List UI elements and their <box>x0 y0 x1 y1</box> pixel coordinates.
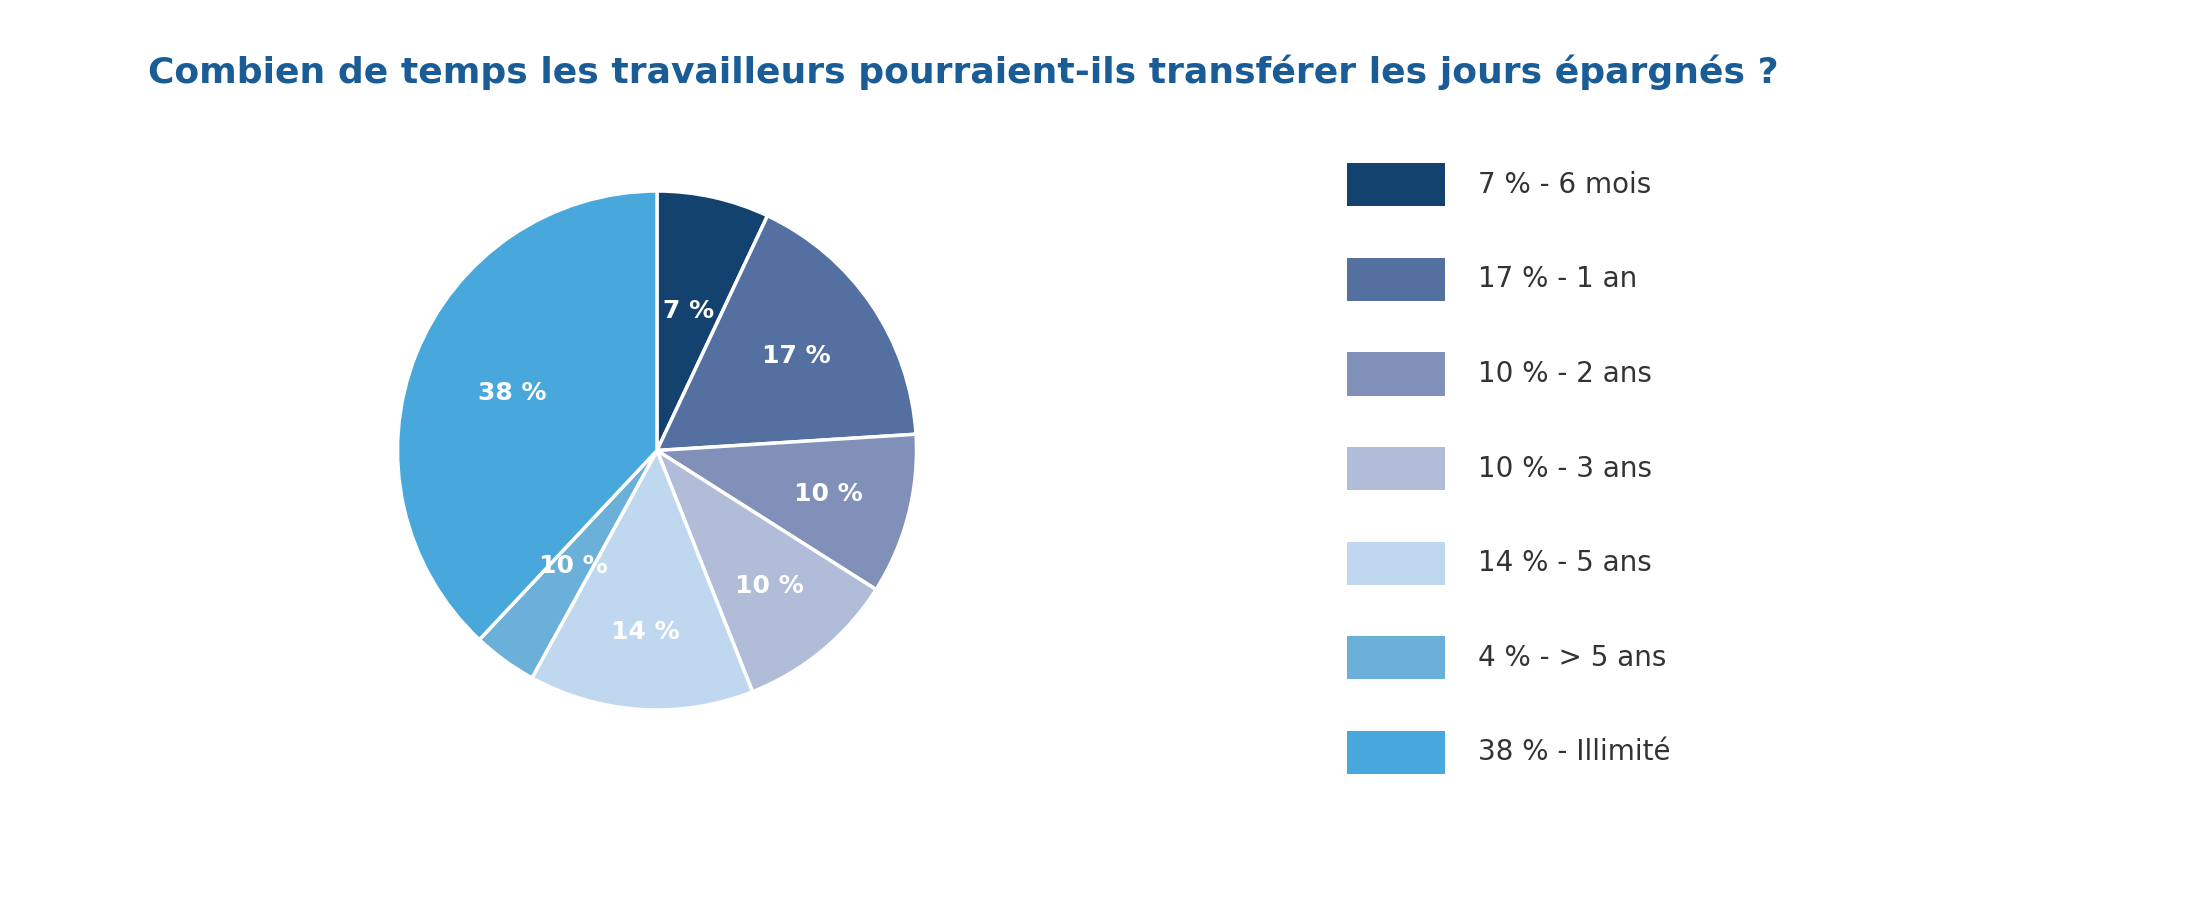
Text: 4 % - > 5 ans: 4 % - > 5 ans <box>1478 643 1667 672</box>
Wedge shape <box>657 450 876 692</box>
Text: 17 % - 1 an: 17 % - 1 an <box>1478 265 1638 294</box>
Text: 10 %: 10 % <box>736 575 804 598</box>
Wedge shape <box>657 215 915 450</box>
Text: 10 %: 10 % <box>793 482 863 506</box>
Text: 10 % - 2 ans: 10 % - 2 ans <box>1478 359 1651 388</box>
Text: 38 % - Illimité: 38 % - Illimité <box>1478 738 1671 767</box>
Wedge shape <box>532 450 753 710</box>
Wedge shape <box>480 450 657 678</box>
Text: 7 %: 7 % <box>664 299 714 323</box>
Wedge shape <box>399 191 657 640</box>
Text: 14 %: 14 % <box>611 620 679 644</box>
Text: 17 %: 17 % <box>762 343 830 368</box>
Text: 38 %: 38 % <box>477 381 548 405</box>
Text: 14 % - 5 ans: 14 % - 5 ans <box>1478 549 1651 578</box>
Text: 10 % - 3 ans: 10 % - 3 ans <box>1478 454 1651 483</box>
Text: 7 % - 6 mois: 7 % - 6 mois <box>1478 170 1651 199</box>
Text: Combien de temps les travailleurs pourraient-ils transférer les jours épargnés ?: Combien de temps les travailleurs pourra… <box>149 54 1778 89</box>
Wedge shape <box>657 191 766 451</box>
Text: 10 %: 10 % <box>539 554 607 578</box>
Wedge shape <box>657 434 915 589</box>
